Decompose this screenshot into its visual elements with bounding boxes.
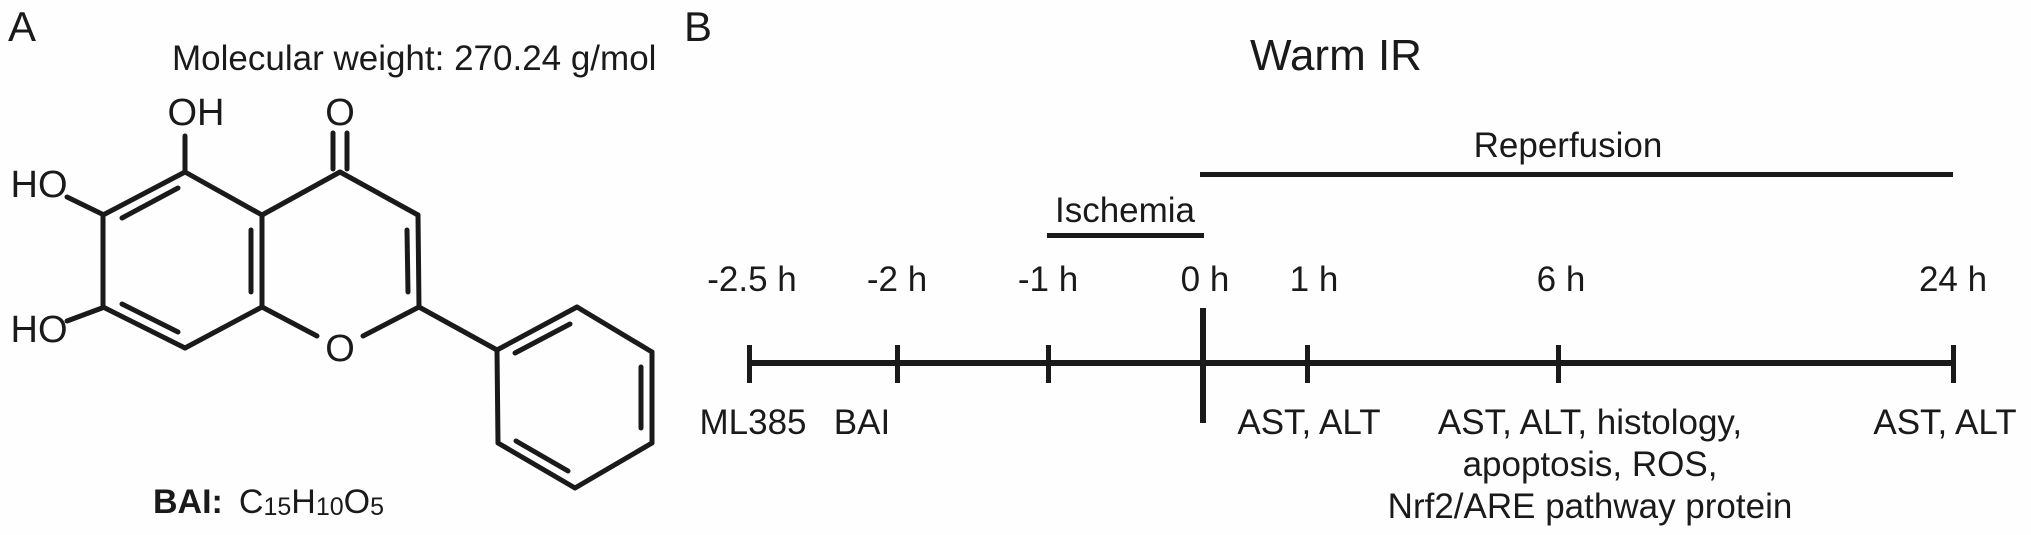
reperfusion-line <box>1200 172 1953 177</box>
atom-label-ho-upper-left: HO <box>11 164 68 206</box>
event-assays-6h-line3: Nrf2/ARE pathway protein <box>1387 487 1793 526</box>
molecular-weight-text: Molecular weight: 270.24 g/mol <box>172 39 657 78</box>
compound-formula: BAI: C15H10O5 <box>153 484 384 525</box>
atom-label-ketone-oxygen: O <box>325 92 355 134</box>
formula-c: C <box>238 483 264 521</box>
formula-o: O <box>343 483 371 521</box>
panel-b-title: Warm IR <box>1250 31 1422 80</box>
event-assays-6h-line2: apoptosis, ROS, <box>1462 445 1718 484</box>
event-ast-alt-24h: AST, ALT <box>1873 403 2017 442</box>
timepoint-label-24h: 24 h <box>1918 260 1988 299</box>
tick-minus-2h <box>895 345 900 383</box>
atom-label-oh-top: OH <box>168 92 225 134</box>
ischemia-line <box>1047 233 1204 238</box>
tick-minus-2-5h <box>747 345 752 383</box>
formula-h-sub: 10 <box>315 493 344 521</box>
panel-b-label: B <box>684 3 713 50</box>
timepoint-label-minus-2-5h: -2.5 h <box>707 260 797 299</box>
panel-a-label: A <box>8 3 37 50</box>
timepoint-label-6h: 6 h <box>1536 260 1586 299</box>
molecule-structure: OH HO HO O O <box>11 92 655 491</box>
benzene-ring-a <box>100 169 265 351</box>
pyranone-ring <box>259 130 422 339</box>
event-bai: BAI <box>833 403 891 442</box>
event-assays-6h: AST, ALT, histology, apoptosis, ROS, Nrf… <box>1388 402 1793 528</box>
formula-o-sub: 5 <box>370 493 384 521</box>
timepoint-label-1h: 1 h <box>1289 260 1339 299</box>
event-ml385: ML385 <box>699 403 807 442</box>
phenyl-ring <box>416 304 655 491</box>
hydroxyl-bonds <box>64 133 188 324</box>
timepoint-label-minus-2h: -2 h <box>866 260 928 299</box>
compound-name: BAI: <box>153 483 223 521</box>
formula-c-sub: 15 <box>263 493 292 521</box>
timepoint-label-0h: 0 h <box>1180 260 1230 299</box>
timepoint-label-minus-1h: -1 h <box>1017 260 1079 299</box>
atom-label-ho-lower-left: HO <box>11 309 68 351</box>
tick-0h-tall <box>1200 308 1206 423</box>
tick-minus-1h <box>1046 345 1051 383</box>
event-ast-alt-1h: AST, ALT <box>1237 403 1381 442</box>
reperfusion-label: Reperfusion <box>1473 126 1663 165</box>
event-assays-6h-line1: AST, ALT, histology, <box>1437 403 1743 442</box>
tick-24h <box>1951 345 1956 383</box>
ischemia-label: Ischemia <box>1054 191 1196 230</box>
tick-1h <box>1305 345 1310 383</box>
atom-label-ring-oxygen: O <box>325 328 355 370</box>
tick-6h <box>1556 345 1561 383</box>
formula-h: H <box>291 483 316 521</box>
timeline-axis <box>749 360 1955 366</box>
